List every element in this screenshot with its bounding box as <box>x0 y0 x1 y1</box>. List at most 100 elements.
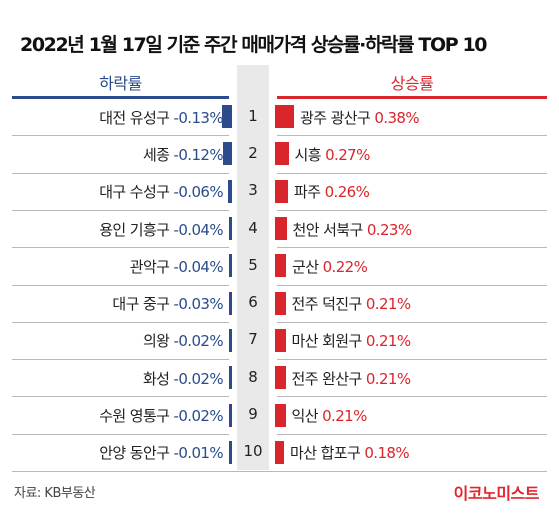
rise-label: 군산 0.22% <box>292 256 368 277</box>
decline-label: 용인 기흥구 -0.04% <box>99 219 223 240</box>
data-label: 0.38% <box>374 108 419 127</box>
decline-header: 하락률 <box>12 70 229 99</box>
row-separator-right <box>277 247 547 249</box>
rank-number: 7 <box>248 330 258 349</box>
row-separator-right <box>277 359 547 361</box>
rise-bar <box>275 291 286 315</box>
row-separator-right <box>277 172 547 174</box>
rank-number: 4 <box>248 218 258 237</box>
row-separator-left <box>12 172 229 174</box>
region-name: 군산 <box>292 257 323 276</box>
rank-number: 9 <box>248 405 258 424</box>
decline-label: 대구 중구 -0.03% <box>112 293 223 314</box>
rise-header: 상승률 <box>277 70 547 99</box>
data-label: -0.03% <box>173 295 224 314</box>
data-label: 0.23% <box>366 220 412 239</box>
rise-label: 시흥 0.27% <box>294 144 371 165</box>
region-name: 안양 동안구 <box>99 444 174 463</box>
region-name: 수원 영통구 <box>99 407 174 426</box>
decline-label: 안양 동안구 -0.01% <box>99 442 223 463</box>
row-separator-right <box>277 284 547 286</box>
row-separator-left <box>12 209 229 211</box>
data-label: 0.21% <box>365 369 411 388</box>
decline-bar <box>229 366 232 390</box>
data-label: 0.18% <box>364 444 409 463</box>
region-name: 의왕 <box>142 332 174 351</box>
region-name: 광주 광산구 <box>300 108 375 127</box>
region-name: 전주 완산구 <box>291 369 366 388</box>
source-note: 자료: KB부동산 <box>14 486 96 501</box>
region-name: 천안 서북구 <box>292 220 367 239</box>
rank-column <box>237 65 269 470</box>
region-name: 대구 수성구 <box>99 183 174 202</box>
data-label: -0.02% <box>173 407 224 426</box>
region-name: 용인 기흥구 <box>99 220 174 239</box>
row-separator-left <box>12 321 229 323</box>
row-separator-right <box>277 209 547 211</box>
decline-label: 대전 유성구 -0.13% <box>99 107 223 128</box>
rise-bar <box>275 142 289 166</box>
data-label: 0.21% <box>365 332 411 351</box>
decline-label: 화성 -0.02% <box>142 368 224 389</box>
row-separator-left <box>12 247 229 249</box>
region-name: 익산 <box>291 407 323 426</box>
data-label: -0.06% <box>173 183 224 202</box>
decline-bar <box>229 291 232 315</box>
data-label: -0.13% <box>173 108 224 127</box>
row-separator-left <box>12 359 229 361</box>
rise-label: 익산 0.21% <box>291 405 368 426</box>
rise-label: 마산 회원구 0.21% <box>291 330 412 351</box>
row-separator-left <box>12 396 229 398</box>
chart-title: 2022년 1월 17일 기준 주간 매매가격 상승률·하락률 TOP 10 <box>20 34 488 56</box>
decline-bar <box>229 328 232 352</box>
bottom-line <box>12 471 547 472</box>
region-name: 대전 유성구 <box>99 108 174 127</box>
rise-bar <box>275 440 284 464</box>
decline-bar <box>229 217 232 241</box>
row-separator-right <box>277 433 547 435</box>
region-name: 시흥 <box>294 145 326 164</box>
data-label: 0.26% <box>324 183 370 202</box>
data-label: 0.27% <box>325 145 370 164</box>
region-name: 파주 <box>294 183 325 202</box>
row-separator-right <box>277 321 547 323</box>
decline-bar <box>229 440 232 464</box>
publisher-logo: 이코노미스트 <box>453 484 540 503</box>
rank-number: 5 <box>248 255 258 274</box>
decline-bar <box>229 254 232 278</box>
decline-label: 관악구 -0.04% <box>129 256 224 277</box>
rank-number: 3 <box>248 181 258 200</box>
data-label: 0.22% <box>322 257 368 276</box>
region-name: 마산 회원구 <box>291 332 366 351</box>
rise-bar <box>275 254 286 278</box>
region-name: 세종 <box>142 145 174 164</box>
rise-label: 전주 완산구 0.21% <box>291 368 412 389</box>
data-label: 0.21% <box>322 407 367 426</box>
rise-bar <box>275 179 288 203</box>
data-label: -0.02% <box>173 332 224 351</box>
row-separator-right <box>277 396 547 398</box>
rise-label: 전주 덕진구 0.21% <box>291 293 412 314</box>
data-label: -0.12% <box>173 145 224 164</box>
row-separator-left <box>12 433 229 435</box>
decline-label: 세종 -0.12% <box>142 144 224 165</box>
rise-bar <box>275 217 287 241</box>
rise-bar <box>275 105 294 129</box>
rank-number: 8 <box>248 367 258 386</box>
region-name: 관악구 <box>129 257 174 276</box>
decline-label: 수원 영통구 -0.02% <box>99 405 223 426</box>
row-separator-left <box>12 284 229 286</box>
rise-bar <box>275 403 286 427</box>
decline-bar <box>222 105 232 129</box>
data-label: -0.04% <box>173 257 224 276</box>
region-name: 전주 덕진구 <box>291 295 366 314</box>
decline-bar <box>229 403 232 427</box>
rise-bar <box>275 366 286 390</box>
region-name: 마산 합포구 <box>290 444 365 463</box>
rank-number: 10 <box>243 442 263 461</box>
data-label: -0.02% <box>173 369 224 388</box>
decline-label: 의왕 -0.02% <box>142 330 224 351</box>
rise-label: 광주 광산구 0.38% <box>300 107 420 128</box>
row-separator-right <box>277 135 547 137</box>
region-name: 화성 <box>142 369 174 388</box>
